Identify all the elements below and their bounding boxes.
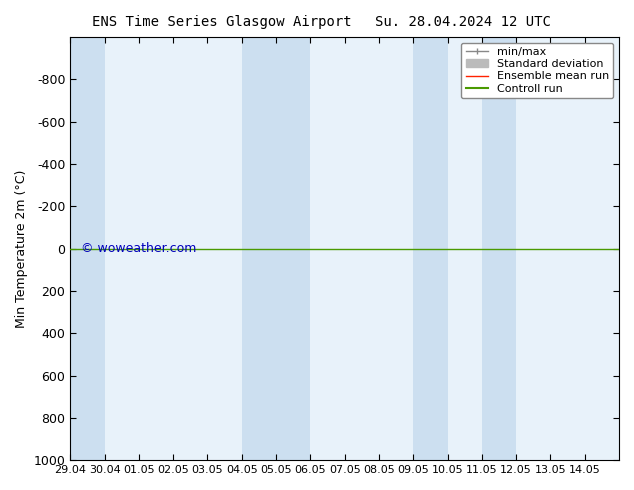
- Bar: [482, 37, 516, 460]
- Bar: [413, 37, 448, 460]
- Bar: [242, 37, 311, 460]
- Text: ENS Time Series Glasgow Airport: ENS Time Series Glasgow Airport: [92, 15, 352, 29]
- Text: Su. 28.04.2024 12 UTC: Su. 28.04.2024 12 UTC: [375, 15, 551, 29]
- Legend: min/max, Standard deviation, Ensemble mean run, Controll run: min/max, Standard deviation, Ensemble me…: [461, 43, 614, 98]
- Y-axis label: Min Temperature 2m (°C): Min Temperature 2m (°C): [15, 170, 28, 328]
- Bar: [70, 37, 105, 460]
- Text: © woweather.com: © woweather.com: [81, 242, 197, 255]
